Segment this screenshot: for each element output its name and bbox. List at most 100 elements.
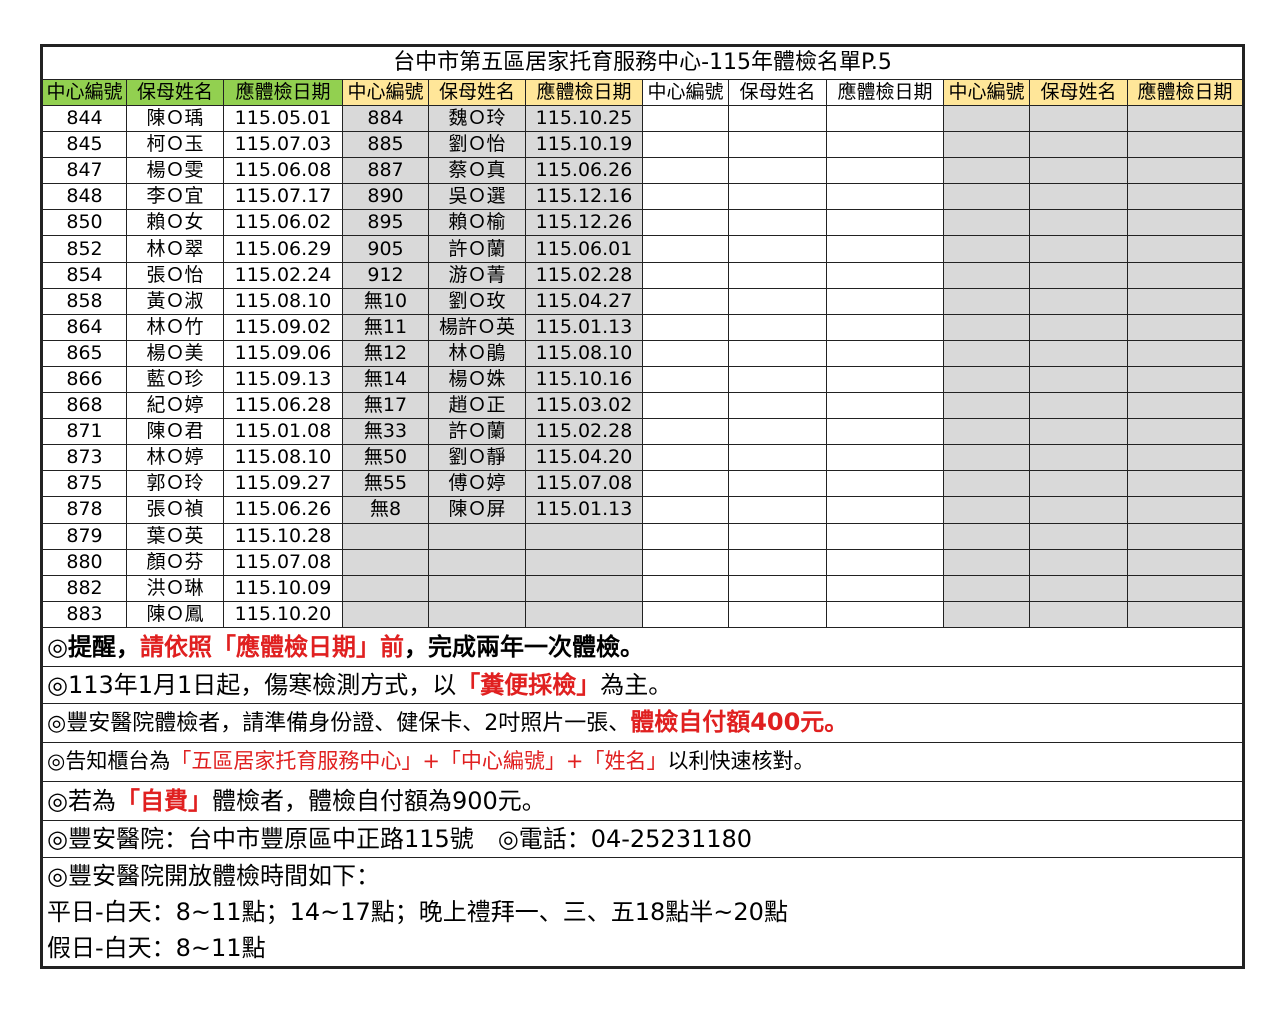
data-cell bbox=[342, 574, 429, 602]
data-cell bbox=[728, 287, 827, 315]
data-cell bbox=[943, 392, 1030, 420]
data-cell bbox=[642, 470, 729, 498]
data-cell bbox=[1029, 131, 1128, 159]
data-cell: 無14 bbox=[342, 365, 429, 394]
data-cell bbox=[1126, 418, 1245, 446]
data-row: 854 張Ｏ怡 115.02.24 912 游Ｏ菁 115.02.28 bbox=[41, 261, 1245, 289]
data-cell: 873 bbox=[41, 444, 127, 472]
data-cell bbox=[1029, 444, 1128, 472]
data-cell bbox=[826, 131, 944, 159]
data-cell: 115.07.03 bbox=[223, 131, 343, 159]
data-cell: 871 bbox=[41, 418, 127, 446]
data-row: 865 楊Ｏ美 115.09.06 無12 林Ｏ鵑 115.08.10 bbox=[41, 339, 1245, 367]
data-cell bbox=[943, 574, 1030, 602]
data-row: 850 賴Ｏ女 115.06.02 895 賴Ｏ榆 115.12.26 bbox=[41, 209, 1245, 237]
data-cell: 115.07.17 bbox=[223, 183, 343, 211]
data-cell bbox=[428, 600, 526, 628]
data-row: 882 洪Ｏ琳 115.10.09 bbox=[41, 574, 1245, 602]
data-cell bbox=[943, 548, 1030, 576]
data-cell bbox=[728, 313, 827, 341]
data-cell bbox=[728, 444, 827, 472]
data-cell bbox=[826, 235, 944, 263]
data-cell bbox=[826, 600, 944, 628]
header-row: 中心編號 保母姓名 應體檢日期 中心編號 保母姓名 應體檢日期 中心編號 保母姓名 應體檢日期中… bbox=[41, 79, 1245, 106]
data-cell: 115.03.02 bbox=[525, 392, 643, 420]
data-cell bbox=[1126, 261, 1245, 289]
data-cell bbox=[342, 600, 429, 628]
data-cell: 許Ｏ蘭 bbox=[428, 235, 526, 263]
data-cell: 楊許Ｏ英 bbox=[428, 313, 526, 341]
note-line: 平日-白天：8~11點；14~17點；晚上禮拜一、三、五18點半~20點 bbox=[47, 897, 788, 926]
data-cell: 蔡Ｏ真 bbox=[428, 157, 526, 185]
data-cell bbox=[1126, 287, 1245, 315]
data-cell bbox=[642, 522, 729, 550]
data-cell bbox=[642, 444, 729, 472]
data-cell: 858 bbox=[41, 287, 127, 315]
data-cell: 115.04.27 bbox=[525, 287, 643, 315]
data-cell bbox=[728, 104, 827, 133]
data-row: 848 李Ｏ宜 115.07.17 890 吳Ｏ選 115.12.16 bbox=[41, 183, 1245, 211]
data-cell: 887 bbox=[342, 157, 429, 185]
data-cell bbox=[826, 418, 944, 446]
data-cell bbox=[1029, 287, 1128, 315]
note: ◎113年1月1日起，傷寒檢測方式，以「糞便採檢」為主。 bbox=[40, 665, 1245, 704]
column-header: 中心編號 bbox=[342, 79, 429, 106]
data-cell bbox=[826, 287, 944, 315]
data-cell bbox=[943, 522, 1030, 550]
data-cell bbox=[826, 444, 944, 472]
data-cell: 115.01.13 bbox=[525, 496, 643, 524]
data-cell bbox=[642, 548, 729, 576]
data-cell: 許Ｏ蘭 bbox=[428, 418, 526, 446]
data-cell: 890 bbox=[342, 183, 429, 211]
data-cell bbox=[728, 574, 827, 602]
data-cell: 115.07.08 bbox=[525, 470, 643, 498]
data-cell bbox=[826, 313, 944, 341]
data-cell bbox=[826, 392, 944, 420]
data-cell: 115.09.27 bbox=[223, 470, 343, 498]
data-cell: 115.10.19 bbox=[525, 131, 643, 159]
data-cell: 洪Ｏ琳 bbox=[126, 574, 224, 602]
data-row: 852 林Ｏ翠 115.06.29 905 許Ｏ蘭 115.06.01 bbox=[41, 235, 1245, 263]
data-row: 883 陳Ｏ鳳 115.10.20 bbox=[41, 600, 1245, 628]
data-cell: 林Ｏ翠 bbox=[126, 235, 224, 263]
data-cell: 游Ｏ菁 bbox=[428, 261, 526, 289]
data-cell: 866 bbox=[41, 365, 127, 394]
data-cell: 115.10.20 bbox=[223, 600, 343, 628]
data-cell bbox=[826, 183, 944, 211]
data-cell bbox=[1126, 600, 1245, 628]
data-cell bbox=[728, 392, 827, 420]
data-cell bbox=[826, 104, 944, 133]
data-row: 871 陳Ｏ君 115.01.08 無33 許Ｏ蘭 115.02.28 bbox=[41, 418, 1245, 446]
data-cell: 賴Ｏ榆 bbox=[428, 209, 526, 237]
data-cell bbox=[642, 339, 729, 367]
data-cell bbox=[428, 522, 526, 550]
data-cell bbox=[943, 339, 1030, 367]
data-cell bbox=[642, 574, 729, 602]
note-text: ◎113年1月1日起，傷寒檢測方式，以 bbox=[47, 670, 457, 699]
data-cell bbox=[943, 183, 1030, 211]
note-highlight: 請依照「應體檢日期」前 bbox=[139, 632, 404, 661]
column-header: 中心編號 bbox=[41, 79, 127, 106]
data-cell: 884 bbox=[342, 104, 429, 133]
column-header: 應體檢日期 bbox=[826, 79, 944, 106]
data-cell bbox=[642, 313, 729, 341]
data-cell bbox=[642, 496, 729, 524]
data-cell bbox=[728, 131, 827, 159]
table-title: 台中市第五區居家托育服務中心-115年體檢名單P.5 bbox=[40, 45, 1245, 80]
column-header: 保母姓名 bbox=[126, 79, 224, 106]
data-cell: 115.02.28 bbox=[525, 418, 643, 446]
data-cell bbox=[1029, 574, 1128, 602]
data-cell: 無50 bbox=[342, 444, 429, 472]
data-cell bbox=[428, 548, 526, 576]
data-cell: 賴Ｏ女 bbox=[126, 209, 224, 237]
data-cell bbox=[728, 418, 827, 446]
data-cell bbox=[1126, 131, 1245, 159]
data-cell: 115.12.16 bbox=[525, 183, 643, 211]
data-cell: 895 bbox=[342, 209, 429, 237]
data-cell bbox=[1029, 157, 1128, 185]
data-cell: 林Ｏ鵑 bbox=[428, 339, 526, 367]
data-cell bbox=[1029, 470, 1128, 498]
data-cell bbox=[1126, 365, 1245, 394]
data-cell bbox=[943, 157, 1030, 185]
